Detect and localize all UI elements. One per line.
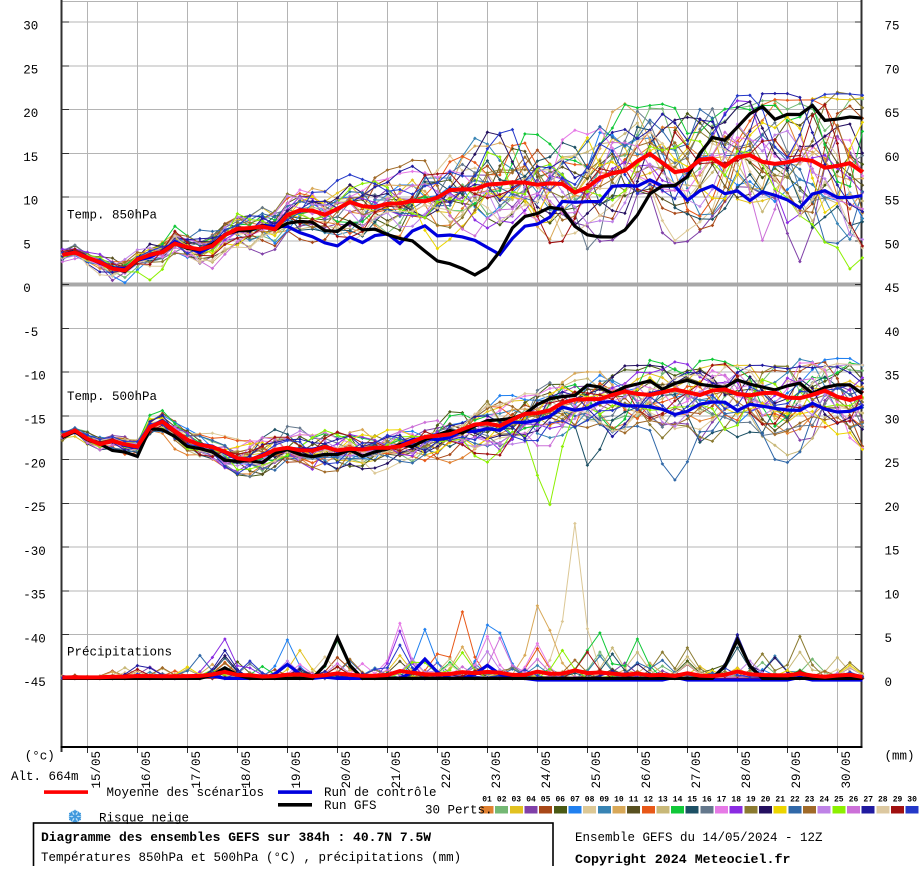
svg-text:-15: -15 bbox=[23, 414, 46, 428]
svg-text:40: 40 bbox=[885, 326, 900, 340]
svg-text:45: 45 bbox=[885, 282, 900, 296]
svg-text:10: 10 bbox=[614, 796, 624, 805]
svg-text:18: 18 bbox=[731, 796, 741, 805]
svg-text:11: 11 bbox=[629, 796, 639, 805]
svg-text:04: 04 bbox=[526, 796, 536, 805]
svg-text:10: 10 bbox=[885, 589, 900, 603]
svg-text:27: 27 bbox=[863, 796, 873, 805]
svg-text:Temp. 500hPa: Temp. 500hPa bbox=[67, 390, 158, 404]
svg-text:22: 22 bbox=[790, 796, 800, 805]
svg-text:-45: -45 bbox=[23, 676, 46, 690]
svg-text:20: 20 bbox=[885, 501, 900, 515]
svg-text:15: 15 bbox=[885, 545, 900, 559]
svg-text:25/05: 25/05 bbox=[590, 751, 604, 789]
svg-text:Run GFS: Run GFS bbox=[324, 799, 377, 813]
svg-text:Alt. 664m: Alt. 664m bbox=[11, 770, 79, 784]
svg-text:16/05: 16/05 bbox=[140, 751, 154, 789]
svg-text:15/05: 15/05 bbox=[90, 751, 104, 789]
svg-text:60: 60 bbox=[885, 151, 900, 165]
svg-text:20: 20 bbox=[23, 107, 38, 121]
svg-text:12: 12 bbox=[643, 796, 653, 805]
svg-text:28/05: 28/05 bbox=[740, 751, 754, 789]
svg-text:17: 17 bbox=[717, 796, 727, 805]
svg-text:10: 10 bbox=[23, 195, 38, 209]
svg-text:70: 70 bbox=[885, 63, 900, 77]
svg-text:30: 30 bbox=[907, 796, 917, 805]
svg-text:Diagramme des ensembles GEFS s: Diagramme des ensembles GEFS sur 384h : … bbox=[41, 830, 431, 845]
svg-text:-35: -35 bbox=[23, 589, 46, 603]
svg-text:17/05: 17/05 bbox=[190, 751, 204, 789]
svg-text:50: 50 bbox=[885, 238, 900, 252]
svg-text:21: 21 bbox=[775, 796, 785, 805]
svg-text:(°c): (°c) bbox=[25, 750, 55, 764]
svg-text:Moyenne des scénarios: Moyenne des scénarios bbox=[107, 786, 265, 800]
svg-text:30: 30 bbox=[885, 413, 900, 427]
svg-text:Copyright 2024 Meteociel.fr: Copyright 2024 Meteociel.fr bbox=[575, 852, 790, 866]
svg-text:20/05: 20/05 bbox=[340, 751, 354, 789]
svg-text:(mm): (mm) bbox=[885, 750, 915, 764]
svg-text:-10: -10 bbox=[23, 370, 46, 384]
svg-text:19: 19 bbox=[746, 796, 756, 805]
svg-text:26/05: 26/05 bbox=[640, 751, 654, 789]
svg-text:75: 75 bbox=[885, 20, 900, 34]
svg-text:24: 24 bbox=[819, 796, 829, 805]
svg-text:15: 15 bbox=[23, 151, 38, 165]
svg-text:03: 03 bbox=[511, 796, 521, 805]
svg-text:Précipitations: Précipitations bbox=[67, 646, 172, 660]
svg-text:19/05: 19/05 bbox=[290, 751, 304, 789]
svg-text:23: 23 bbox=[805, 796, 815, 805]
svg-text:14: 14 bbox=[673, 796, 683, 805]
svg-text:27/05: 27/05 bbox=[690, 751, 704, 789]
svg-text:30/05: 30/05 bbox=[840, 751, 854, 789]
svg-text:5: 5 bbox=[23, 238, 31, 252]
svg-text:30: 30 bbox=[23, 20, 38, 34]
svg-text:Températures 850hPa et 500hPa: Températures 850hPa et 500hPa (°C) , pré… bbox=[41, 851, 461, 865]
svg-text:65: 65 bbox=[885, 107, 900, 121]
svg-text:09: 09 bbox=[599, 796, 609, 805]
svg-text:5: 5 bbox=[885, 632, 893, 646]
svg-text:0: 0 bbox=[885, 676, 893, 690]
svg-text:16: 16 bbox=[702, 796, 712, 805]
svg-text:13: 13 bbox=[658, 796, 668, 805]
svg-text:25: 25 bbox=[885, 457, 900, 471]
svg-text:08: 08 bbox=[585, 796, 595, 805]
svg-text:18/05: 18/05 bbox=[240, 751, 254, 789]
svg-text:-5: -5 bbox=[23, 326, 38, 340]
svg-text:02: 02 bbox=[497, 796, 507, 805]
svg-text:-20: -20 bbox=[23, 457, 46, 471]
svg-text:20: 20 bbox=[761, 796, 771, 805]
svg-text:23/05: 23/05 bbox=[490, 751, 504, 789]
svg-text:01: 01 bbox=[482, 796, 492, 805]
svg-text:Ensemble GEFS du 14/05/2024 -: Ensemble GEFS du 14/05/2024 - 12Z bbox=[575, 831, 823, 845]
svg-text:24/05: 24/05 bbox=[540, 751, 554, 789]
svg-text:29/05: 29/05 bbox=[790, 751, 804, 789]
svg-text:25: 25 bbox=[834, 796, 844, 805]
svg-text:22/05: 22/05 bbox=[440, 751, 454, 789]
svg-text:30 Perts.: 30 Perts. bbox=[425, 804, 493, 818]
svg-text:05: 05 bbox=[541, 796, 551, 805]
svg-text:26: 26 bbox=[849, 796, 859, 805]
svg-text:-25: -25 bbox=[23, 501, 46, 515]
svg-text:21/05: 21/05 bbox=[390, 751, 404, 789]
svg-text:-30: -30 bbox=[23, 545, 46, 559]
svg-text:07: 07 bbox=[570, 796, 580, 805]
svg-text:28: 28 bbox=[878, 796, 888, 805]
svg-text:29: 29 bbox=[893, 796, 903, 805]
svg-text:Run de contrôle: Run de contrôle bbox=[324, 786, 437, 800]
svg-text:0: 0 bbox=[23, 282, 31, 296]
svg-text:35: 35 bbox=[885, 370, 900, 384]
svg-text:25: 25 bbox=[23, 63, 38, 77]
svg-text:55: 55 bbox=[885, 195, 900, 209]
svg-text:Temp. 850hPa: Temp. 850hPa bbox=[67, 209, 158, 223]
svg-text:06: 06 bbox=[555, 796, 565, 805]
svg-text:Risque neige: Risque neige bbox=[99, 812, 189, 826]
svg-text:-40: -40 bbox=[23, 632, 46, 646]
svg-text:15: 15 bbox=[687, 796, 697, 805]
